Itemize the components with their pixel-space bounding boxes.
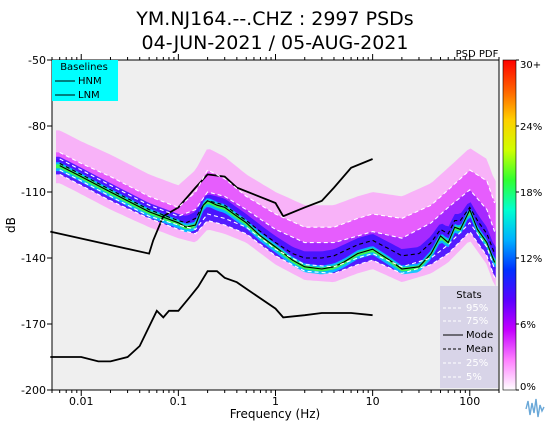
baselines-legend: Baselines HNM LNM xyxy=(52,60,118,101)
x-axis-label: Frequency (Hz) xyxy=(230,407,321,421)
x-tick-label: 100 xyxy=(459,395,480,408)
series-line-5pct xyxy=(59,173,496,278)
colorbar-tick-label: 18% xyxy=(520,188,542,199)
x-tick-label: 0.1 xyxy=(170,395,188,408)
y-axis-ticks: -200 -170 -140 -110 -80 -50 xyxy=(21,54,52,397)
stats-legend-mean-label: Mean xyxy=(466,344,493,355)
stats-legend-box xyxy=(440,286,498,388)
colorbar-tick-label: 30+ xyxy=(520,60,541,71)
y-tick-label: -140 xyxy=(21,252,46,265)
baselines-legend-lnm-label: LNM xyxy=(78,90,100,101)
stats-legend-5-label: 5% xyxy=(466,372,482,383)
series-layer xyxy=(50,151,496,363)
chart-title-line2: 04-JUN-2021 / 05-AUG-2021 xyxy=(142,32,409,54)
series-line-25pct xyxy=(59,169,496,270)
waveform-logo-icon xyxy=(525,398,545,418)
y-tick-label: -80 xyxy=(28,120,46,133)
series-line-75pct xyxy=(59,158,496,244)
colorbar-tick-label: 6% xyxy=(520,320,536,331)
x-axis-ticks: 0.01 0.1 1 10 100 xyxy=(51,54,500,408)
series-line-mode xyxy=(59,165,496,270)
stats-legend-title: Stats xyxy=(456,290,482,301)
colorbar-tick-label: 12% xyxy=(520,254,542,265)
baselines-legend-title: Baselines xyxy=(60,62,108,73)
y-tick-label: -110 xyxy=(21,186,46,199)
x-tick-label: 1 xyxy=(272,395,279,408)
colorbar-tick-label: 0% xyxy=(520,382,536,393)
series-line-95pct xyxy=(59,151,496,228)
y-tick-label: -170 xyxy=(21,318,46,331)
series-line-mean xyxy=(59,162,496,259)
chart-title-line1: YM.NJ164.--.CHZ : 2997 PSDs xyxy=(135,8,413,30)
stats-legend-95-label: 95% xyxy=(466,303,488,314)
colorbar-tick-label: 24% xyxy=(520,122,542,133)
y-axis-label: dB xyxy=(4,217,18,233)
colorbar xyxy=(502,59,517,391)
stats-legend-mode-label: Mode xyxy=(466,330,493,341)
x-tick-label: 10 xyxy=(366,395,380,408)
y-tick-label: -200 xyxy=(21,384,46,397)
colorbar-title: PSD PDF xyxy=(456,49,499,60)
stats-legend: Stats 95% 75% Mode Mean 25% 5% xyxy=(440,286,498,388)
series-line-hnm xyxy=(50,158,373,255)
stats-legend-75-label: 75% xyxy=(466,316,488,327)
colorbar-ticks: 0% 6% 12% 18% 24% 30+ xyxy=(516,59,542,393)
series-line-lnm xyxy=(50,270,373,363)
x-tick-label: 0.01 xyxy=(69,395,94,408)
pdf-band-peak xyxy=(56,162,496,275)
y-tick-label: -50 xyxy=(28,54,46,67)
stats-legend-25-label: 25% xyxy=(466,358,488,369)
baselines-legend-hnm-label: HNM xyxy=(78,76,102,87)
